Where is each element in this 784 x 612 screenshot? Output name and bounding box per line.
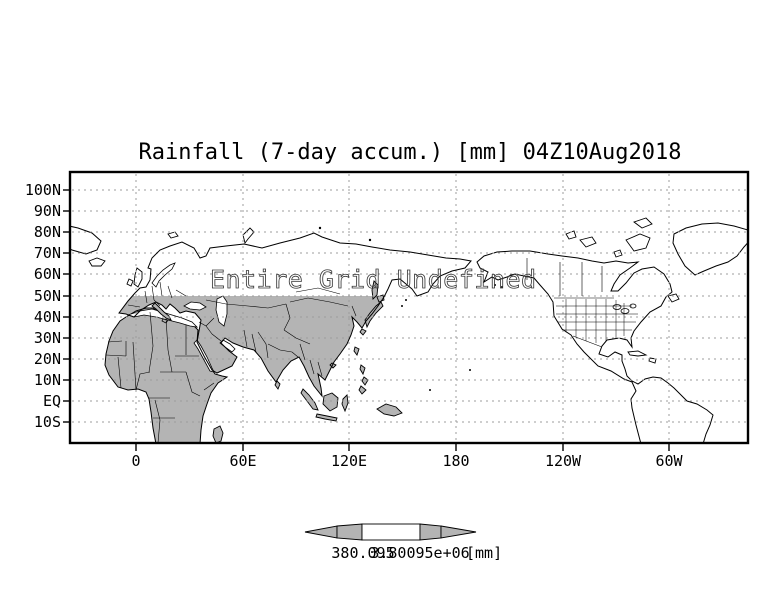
colorbar-mid-segment	[361, 523, 421, 541]
colorbar-left-arrow	[304, 525, 338, 539]
y-axis-label: 70N	[34, 244, 61, 262]
island-sulawesi	[341, 394, 349, 413]
island-newfoundland	[667, 293, 680, 303]
islets	[318, 226, 503, 391]
island-ireland	[126, 278, 134, 287]
colorbar-units-label: [mm]	[466, 544, 502, 562]
island-cuba	[627, 350, 648, 357]
y-axis-label: EQ	[43, 392, 61, 410]
island-sakhalin	[371, 280, 379, 300]
island-hainan	[329, 362, 337, 369]
island-ellesmere	[633, 217, 653, 229]
landmass-greenland-east	[71, 225, 102, 255]
island-great-britain	[133, 267, 143, 288]
islands-shaded	[212, 280, 403, 442]
island-sri-lanka	[274, 380, 281, 390]
canada-borders	[526, 258, 614, 348]
x-axis-label: 60W	[655, 452, 683, 470]
island-visayas	[361, 376, 369, 386]
colorbar-right-arrow	[440, 525, 477, 539]
island-madagascar	[212, 425, 224, 442]
island-baffin	[625, 233, 651, 252]
x-axis-label: 120E	[331, 452, 367, 470]
country-borders	[105, 281, 357, 442]
island-mindanao	[358, 385, 367, 395]
island-luzon	[359, 364, 366, 376]
lake-great-lakes-2	[620, 308, 630, 314]
inland-seas	[126, 262, 637, 373]
island-honshu	[364, 301, 384, 329]
colorbar-left-segment	[336, 523, 363, 541]
island-borneo	[322, 392, 339, 412]
island-kyushu	[359, 328, 367, 336]
colorbar-tick-label-left: 380.095	[331, 544, 394, 562]
island-svalbard	[167, 231, 179, 239]
grid-undefined-message: Entire Grid Undefined	[210, 265, 537, 294]
sea-persian-gulf	[219, 339, 236, 353]
x-axis-label: 60E	[229, 452, 256, 470]
y-axis-label: 30N	[34, 329, 61, 347]
y-axis-label: 90N	[34, 202, 61, 220]
x-axis-label: 180	[442, 452, 469, 470]
y-axis-label: 60N	[34, 265, 61, 283]
x-axis-label: 0	[131, 452, 140, 470]
landmass-greenland	[672, 222, 747, 276]
y-axis-label: 10N	[34, 371, 61, 389]
islands-white	[88, 217, 680, 364]
island-new-guinea	[376, 403, 403, 417]
island-java	[315, 413, 338, 422]
island-victoria	[579, 236, 597, 248]
colorbar-right-segment	[419, 523, 442, 541]
plot-title: Rainfall (7-day accum.) [mm] 04Z10Aug201…	[138, 140, 681, 165]
y-axis-label: 20N	[34, 350, 61, 368]
y-axis-ticks	[63, 189, 70, 423]
us-state-borders	[556, 299, 638, 343]
x-axis: 0 60E 120E 180 120W 60W	[131, 444, 684, 470]
landmass-fills	[71, 217, 747, 442]
coastline-eurasia	[118, 232, 472, 398]
x-axis-label: 120W	[545, 452, 582, 470]
x-axis-ticks	[135, 444, 670, 451]
sea-mediterranean	[126, 308, 199, 328]
y-axis: 100N 90N 80N 70N 60N 50N 40N 30N 20N 10N…	[25, 181, 70, 431]
island-sumatra	[300, 388, 319, 411]
island-taiwan	[353, 346, 360, 356]
island-iceland	[88, 257, 106, 267]
peninsula-italy	[151, 302, 172, 321]
y-axis-label: 50N	[34, 287, 61, 305]
sea-baltic	[151, 262, 176, 288]
world-map: Entire Grid Undefined	[71, 174, 747, 442]
colorbar-tick-label-right: 3.80095e+06	[370, 544, 469, 562]
lake-great-lakes-1	[612, 304, 622, 310]
map-frame	[68, 170, 750, 445]
y-axis-label: 100N	[25, 181, 61, 199]
y-axis-label: 40N	[34, 308, 61, 326]
sea-black	[183, 301, 207, 311]
y-axis-label: 80N	[34, 223, 61, 241]
island-novaya-zemlya	[242, 227, 255, 245]
graticule	[72, 174, 746, 441]
colorbar: 380.095 3.80095e+06 [mm]	[304, 523, 502, 562]
y-axis-label: 10S	[34, 413, 61, 431]
